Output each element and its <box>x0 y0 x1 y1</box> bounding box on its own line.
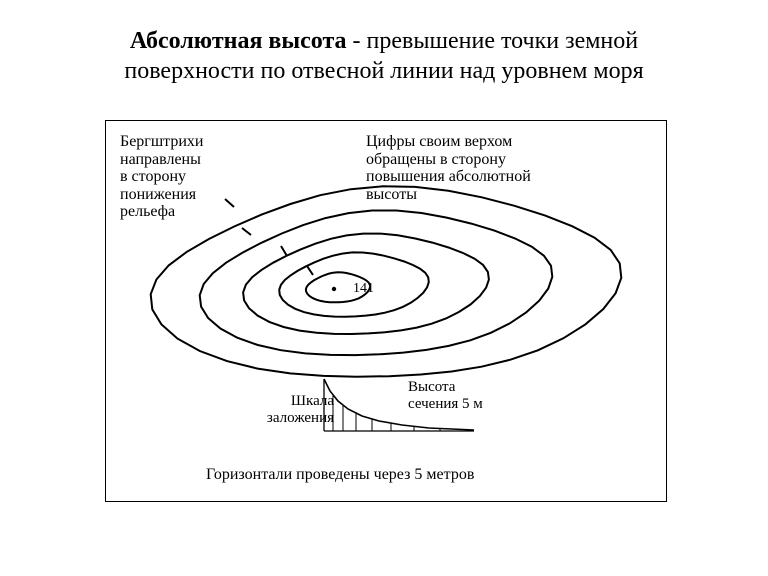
annot-scale-right-l1: сечения 5 м <box>408 396 483 412</box>
peak-label: 141 <box>353 281 374 297</box>
title-def-l2: поверхности по отвесной линии над уровне… <box>124 58 643 84</box>
annot-berg-l0: Бергштрихи <box>120 133 203 150</box>
annot-scale-right: Высота сечения 5 м <box>408 379 538 412</box>
annot-scale-left: Шкала заложения <box>244 393 334 426</box>
title-term: Абсолютная высота <box>130 28 347 54</box>
annot-scale-right-l0: Высота <box>408 379 455 395</box>
annot-digits: Цифры своим верхом обращены в сторону по… <box>366 133 656 203</box>
title-dash: - <box>347 28 367 54</box>
annot-digits-l3: высоты <box>366 186 417 203</box>
page: Абсолютная высота - превышение точки зем… <box>0 0 768 576</box>
annot-scale-left-l0: Шкала <box>291 393 334 409</box>
annot-bottom: Горизонтали проведены через 5 метров <box>206 466 606 484</box>
annot-berg-l3: понижения <box>120 186 196 203</box>
annot-berg-l1: направлены <box>120 151 201 168</box>
title-def-l1: превышение точки земной <box>367 28 639 54</box>
title-block: Абсолютная высота - превышение точки зем… <box>0 26 768 86</box>
annot-berg-l4: рельефа <box>120 203 175 220</box>
annot-digits-l0: Цифры своим верхом <box>366 133 512 150</box>
annot-berg: Бергштрихи направлены в сторону понижени… <box>120 133 260 221</box>
annot-scale-left-l1: заложения <box>267 410 334 426</box>
annot-berg-l2: в сторону <box>120 168 186 185</box>
annot-digits-l2: повышения абсолютной <box>366 168 531 185</box>
diagram-frame: Бергштрихи направлены в сторону понижени… <box>105 120 667 502</box>
annot-digits-l1: обращены в сторону <box>366 151 506 168</box>
